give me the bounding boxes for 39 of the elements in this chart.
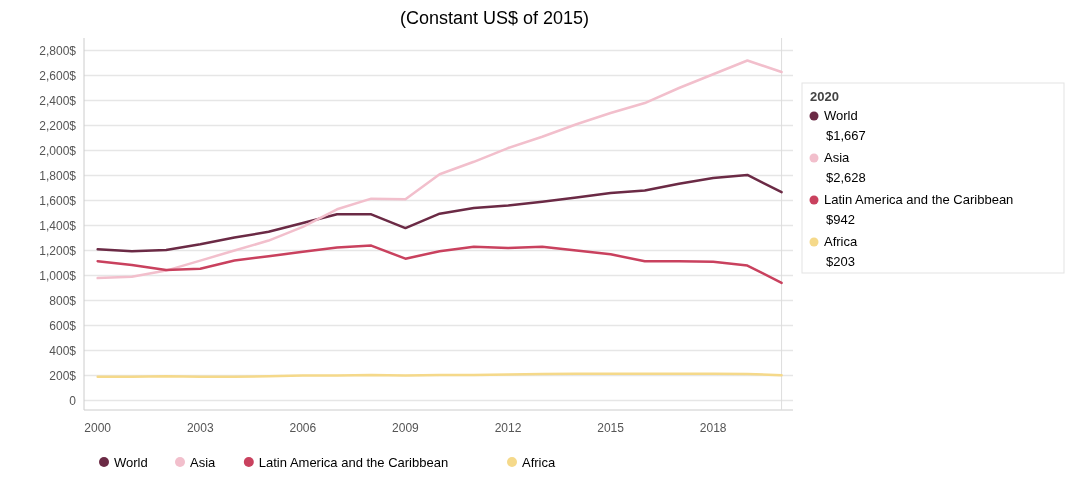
- text: $1,667: [826, 128, 866, 143]
- y-tick-label: 800$: [49, 293, 77, 308]
- y-tick-label: 2,800$: [39, 43, 77, 58]
- y-tick-label: 2,000$: [39, 143, 77, 158]
- text: $942: [826, 212, 855, 227]
- legend-label: Asia: [824, 150, 851, 165]
- x-tick-label: 2018: [699, 421, 727, 435]
- line-series: [96, 244, 783, 285]
- y-tick-label: 1,800$: [39, 168, 77, 183]
- x-tick-label: 2009: [392, 421, 420, 435]
- chart-subtitle: (Constant US$ of 2015): [399, 8, 590, 28]
- x-tick-label: 2003: [186, 421, 214, 435]
- x-tick-label: 2000: [84, 421, 112, 435]
- ref-line-label: 2020: [810, 89, 839, 104]
- text: Asia: [190, 455, 216, 470]
- legend-label: World: [824, 108, 858, 123]
- x-tick-label: 2015: [597, 421, 625, 435]
- line-series: [96, 173, 783, 253]
- text: $2,628: [826, 170, 866, 185]
- y-tick-label: 2,200$: [39, 118, 77, 133]
- line-series: [96, 59, 783, 280]
- y-tick-label: 2,600$: [39, 68, 77, 83]
- legend-label: Africa: [522, 455, 556, 470]
- y-tick-label: 0: [69, 393, 77, 408]
- y-tick-label: 1,200$: [39, 243, 77, 258]
- y-tick-label: 2,400$: [39, 93, 77, 108]
- text: Africa: [824, 234, 858, 249]
- x-tick-label: 2012: [494, 421, 522, 435]
- text: Latin America and the Caribbean: [258, 455, 449, 470]
- text: $203: [826, 254, 855, 269]
- text: World: [114, 455, 148, 470]
- y-tick-label: 400$: [49, 343, 77, 358]
- y-tick-label: 1,600$: [39, 193, 77, 208]
- y-tick-label: 1,000$: [39, 268, 77, 283]
- y-tick-label: 200$: [49, 368, 77, 383]
- y-tick-label: 1,400$: [39, 218, 77, 233]
- y-tick-label: 600$: [49, 318, 77, 333]
- legend-label: Latin America and the Caribbean: [824, 192, 1014, 207]
- x-tick-label: 2006: [289, 421, 317, 435]
